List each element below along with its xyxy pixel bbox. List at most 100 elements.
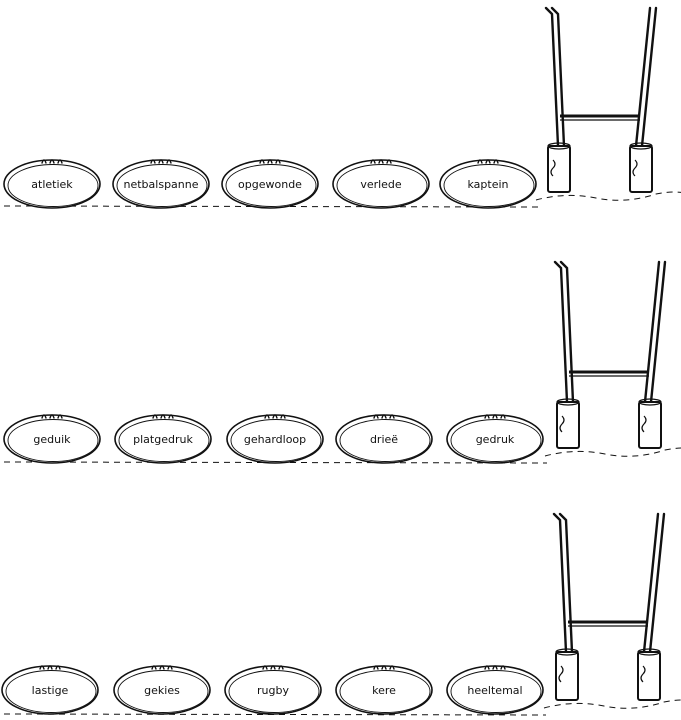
post-pad-top bbox=[638, 398, 662, 406]
rugby-ball: verlede bbox=[332, 159, 430, 209]
post-pad-mark bbox=[641, 415, 647, 433]
right-post-pad bbox=[637, 651, 661, 701]
ball-seam bbox=[339, 670, 431, 713]
ball-seam bbox=[5, 670, 97, 713]
left-post-pad bbox=[556, 401, 580, 449]
ball-word-label: gehardloop bbox=[244, 433, 306, 446]
ball-seam bbox=[450, 419, 542, 462]
ball-laces bbox=[370, 159, 392, 164]
ground-line bbox=[3, 461, 548, 464]
right-upright-edge bbox=[649, 260, 667, 404]
post-pad-top bbox=[547, 142, 571, 150]
left-upright bbox=[552, 512, 568, 654]
ball-word-label: geduik bbox=[33, 433, 71, 446]
rugby-ball: geduik bbox=[3, 414, 101, 464]
ball-seam bbox=[117, 670, 209, 713]
goal-posts-icon bbox=[544, 6, 658, 193]
ball-word-label: opgewonde bbox=[238, 178, 302, 191]
rugby-ball: kere bbox=[335, 665, 433, 715]
ball-laces bbox=[373, 665, 395, 670]
post-pad-top bbox=[556, 398, 580, 406]
ball-laces bbox=[41, 159, 63, 164]
word-row-3: lastige gekies rugby kere heeltemal bbox=[1, 512, 681, 716]
ball-seam bbox=[230, 419, 322, 462]
ball-seam bbox=[118, 419, 210, 462]
ball-seam bbox=[116, 164, 208, 207]
ball-laces bbox=[262, 665, 284, 670]
ball-word-label: drieë bbox=[370, 433, 398, 446]
left-upright bbox=[553, 260, 569, 404]
ball-laces bbox=[151, 665, 173, 670]
post-pad-mark bbox=[559, 415, 565, 433]
rugby-ball: atletiek bbox=[3, 159, 101, 209]
ball-seam bbox=[336, 164, 428, 207]
right-post-pad bbox=[638, 401, 662, 449]
ball-laces bbox=[373, 414, 395, 419]
ball-laces bbox=[259, 159, 281, 164]
left-upright-edge bbox=[558, 512, 574, 654]
right-upright bbox=[634, 6, 652, 148]
left-upright bbox=[544, 6, 560, 148]
ball-laces bbox=[41, 414, 63, 419]
rugby-ball: platgedruk bbox=[114, 414, 212, 464]
word-row-2: geduik platgedruk gehardloop drieë gedruk bbox=[3, 260, 681, 464]
ground-mound bbox=[535, 191, 681, 201]
ball-seam bbox=[7, 164, 99, 207]
ball-seam bbox=[339, 419, 431, 462]
ball-laces bbox=[477, 159, 499, 164]
word-row-1: atletiek netbalspanne opgewonde verlede kapt… bbox=[3, 6, 681, 209]
ball-word-label: kere bbox=[372, 684, 396, 697]
ball-seam bbox=[225, 164, 317, 207]
goal-posts-icon bbox=[552, 512, 666, 701]
ball-laces bbox=[484, 414, 506, 419]
ball-word-label: atletiek bbox=[31, 178, 73, 191]
ball-word-label: netbalspanne bbox=[124, 178, 199, 191]
ball-word-label: kaptein bbox=[467, 178, 508, 191]
rugby-ball: kaptein bbox=[439, 159, 537, 209]
ball-laces bbox=[39, 665, 61, 670]
ground-line bbox=[3, 713, 547, 716]
post-pad-mark bbox=[640, 665, 646, 683]
left-post-pad bbox=[547, 145, 571, 193]
post-pad-top bbox=[555, 648, 579, 656]
left-upright-edge bbox=[559, 260, 575, 404]
ball-word-label: gedruk bbox=[476, 433, 515, 446]
ball-laces bbox=[264, 414, 286, 419]
goal-posts-icon bbox=[553, 260, 667, 449]
post-pad-top bbox=[637, 648, 661, 656]
ball-laces bbox=[150, 159, 172, 164]
right-upright bbox=[643, 260, 661, 404]
ball-seam bbox=[7, 419, 99, 462]
rugby-ball: netbalspanne bbox=[112, 159, 210, 209]
ground-mound bbox=[544, 447, 681, 457]
ball-word-label: verlede bbox=[360, 178, 402, 191]
ball-word-label: rugby bbox=[257, 684, 289, 697]
ball-seam bbox=[228, 670, 320, 713]
right-post-pad bbox=[629, 145, 653, 193]
right-upright bbox=[642, 512, 660, 654]
ball-seam bbox=[450, 670, 542, 713]
post-pad-mark bbox=[558, 665, 564, 683]
rugby-ball: lastige bbox=[1, 665, 99, 715]
rugby-ball: gehardloop bbox=[226, 414, 324, 464]
post-pad-mark bbox=[550, 159, 556, 177]
rugby-ball: drieë bbox=[335, 414, 433, 464]
rugby-ball: heeltemal bbox=[446, 665, 544, 715]
left-post-pad bbox=[555, 651, 579, 701]
ball-word-label: gekies bbox=[144, 684, 180, 697]
post-pad-mark bbox=[632, 159, 638, 177]
rugby-ball: opgewonde bbox=[221, 159, 319, 209]
rugby-ball: gedruk bbox=[446, 414, 544, 464]
ball-word-label: platgedruk bbox=[133, 433, 193, 446]
post-pad-top bbox=[629, 142, 653, 150]
right-upright-edge bbox=[648, 512, 666, 654]
ball-word-label: lastige bbox=[32, 684, 69, 697]
right-upright-edge bbox=[640, 6, 658, 148]
rugby-ball: rugby bbox=[224, 665, 322, 715]
ball-laces bbox=[152, 414, 174, 419]
ball-word-label: heeltemal bbox=[467, 684, 522, 697]
ground-mound bbox=[543, 699, 681, 709]
left-upright-edge bbox=[550, 6, 566, 148]
ball-seam bbox=[443, 164, 535, 207]
